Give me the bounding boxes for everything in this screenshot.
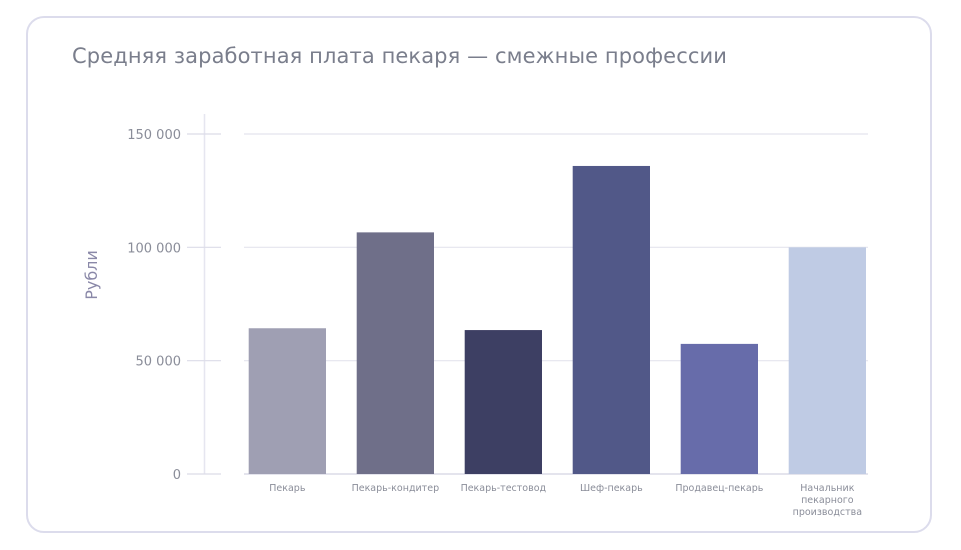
x-tick-label: Начальник <box>800 483 854 494</box>
y-tick-label: 50 000 <box>136 355 182 370</box>
x-tick-label: Пекарь <box>269 483 306 494</box>
x-tick-label: Пекарь-тестовод <box>461 483 547 494</box>
x-tick-label: Шеф-пекарь <box>580 483 643 494</box>
x-tick-label: пекарного <box>801 495 854 506</box>
y-tick-label: 0 <box>173 468 181 483</box>
x-tick-label: Продавец-пекарь <box>675 483 763 494</box>
x-tick-label: производства <box>793 507 862 518</box>
chart-title: Средняя заработная плата пекаря — смежны… <box>72 44 727 68</box>
chart-card <box>26 16 932 533</box>
x-tick-label: Пекарь-кондитер <box>352 483 440 494</box>
y-tick-label: 150 000 <box>127 128 181 143</box>
bar <box>356 232 434 474</box>
y-axis-label: Рубли <box>82 250 101 300</box>
bar <box>248 328 326 474</box>
bar <box>464 330 542 474</box>
y-tick-label: 100 000 <box>127 241 181 256</box>
bar <box>572 165 650 474</box>
bar <box>680 343 758 474</box>
bar <box>788 247 866 474</box>
